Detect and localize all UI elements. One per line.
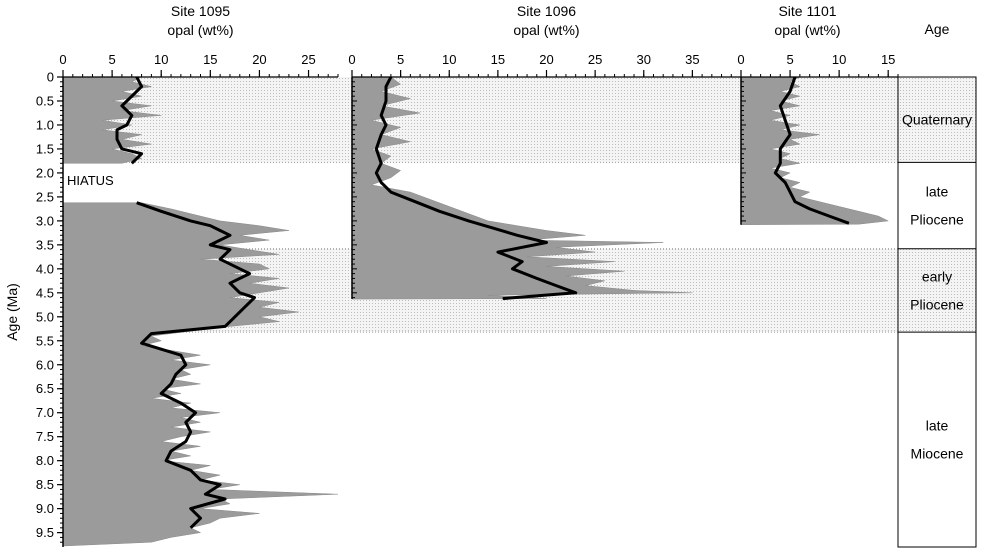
- age-tick-label: 8.0: [36, 453, 54, 468]
- epoch-label: Quaternary: [902, 112, 972, 128]
- age-tick-label: 6.5: [36, 381, 54, 396]
- age-tick-label: 1.5: [36, 141, 54, 156]
- x-tick-label: 20: [252, 52, 266, 67]
- x-tick-label: 20: [539, 52, 553, 67]
- age-tick-label: 2.0: [36, 165, 54, 180]
- age-tick-label: 4.0: [36, 261, 54, 276]
- panel-title-site: Site 1095: [171, 3, 230, 19]
- opal-panels: 0 5 10 15 20 25 Site 1095 opal (wt%) HIATUS 0 5 10 1…: [59, 3, 899, 547]
- epoch-label: late: [926, 184, 949, 200]
- age-tick-label: 2.5: [36, 189, 54, 204]
- panel-title-variable: opal (wt%): [774, 22, 840, 38]
- x-tick-label: 10: [832, 52, 846, 67]
- x-tick-label: 5: [786, 52, 793, 67]
- hiatus-label: HIATUS: [67, 173, 114, 188]
- x-tick-label: 5: [108, 52, 115, 67]
- age-tick-label: 1.0: [36, 117, 54, 132]
- x-tick-label: 35: [685, 52, 699, 67]
- smoothed-opal-line-0: [374, 76, 578, 301]
- age-tick-label: 4.5: [36, 285, 54, 300]
- raw-opal-area-0: [740, 76, 890, 225]
- age-tick-label: 6.0: [36, 357, 54, 372]
- x-tick-label: 15: [881, 52, 895, 67]
- age-tick-label: 3.5: [36, 237, 54, 252]
- age-tick-label: 5.5: [36, 333, 54, 348]
- x-tick-label: 0: [59, 52, 66, 67]
- panel-title-site: Site 1096: [517, 3, 576, 19]
- epoch-label: late: [926, 418, 949, 434]
- epoch-label: Pliocene: [910, 212, 964, 228]
- smoothed-opal-line-0: [773, 76, 850, 225]
- panel-2: 0 5 10 15 20 25 30 35 Site 1096 opal (wt%): [348, 3, 742, 301]
- epoch-band-0: [63, 77, 976, 163]
- epoch-label: early: [922, 268, 952, 284]
- x-tick-label: 10: [154, 52, 168, 67]
- age-axis-title: Age (Ma): [4, 283, 20, 341]
- age-tick-label: 7.0: [36, 405, 54, 420]
- x-tick-label: 15: [203, 52, 217, 67]
- raw-opal-area-0: [351, 76, 693, 300]
- age-tick-label: 7.5: [36, 429, 54, 444]
- age-column-frame: [897, 76, 977, 548]
- age-tick-label: 5.0: [36, 309, 54, 324]
- x-tick-label: 25: [301, 52, 315, 67]
- x-tick-label: 5: [397, 52, 404, 67]
- epoch-label: Miocene: [911, 446, 964, 462]
- panel-title-variable: opal (wt%): [513, 22, 579, 38]
- x-tick-label: 0: [737, 52, 744, 67]
- age-axis: 0 0.5 1.0 1.5 2.0 2.5 3.0 3.5 4.0 4.5 5.0 5.5 6.0 6.5…: [4, 70, 64, 547]
- age-column-title: Age: [925, 21, 950, 37]
- x-tick-label: 10: [442, 52, 456, 67]
- age-tick-label: 9.5: [36, 525, 54, 540]
- age-tick-label: 3.0: [36, 213, 54, 228]
- x-tick-label: 15: [491, 52, 505, 67]
- age-tick-label: 0.5: [36, 93, 54, 108]
- epoch-label: Pliocene: [910, 296, 964, 312]
- age-tick-label: 8.5: [36, 477, 54, 492]
- raw-opal-area-0: [62, 76, 162, 164]
- panel-3: 0 5 10 15 Site 1101 opal (wt%): [737, 3, 899, 225]
- age-tick-label: 9.0: [36, 501, 54, 516]
- raw-opal-area-1: [62, 202, 339, 547]
- panel-title-variable: opal (wt%): [167, 22, 233, 38]
- panel-title-site: Site 1101: [778, 3, 836, 19]
- x-tick-label: 30: [637, 52, 651, 67]
- panel-1: 0 5 10 15 20 25 Site 1095 opal (wt%) HIATUS: [59, 3, 339, 547]
- age-tick-label: 0: [47, 70, 54, 85]
- x-tick-label: 0: [348, 52, 355, 67]
- x-tick-label: 25: [588, 52, 602, 67]
- smoothed-opal-line-1: [136, 201, 256, 529]
- age-column: Age Quaternary late Pliocene early Pliocene la…: [897, 21, 977, 548]
- smoothed-opal-line-0: [115, 76, 144, 165]
